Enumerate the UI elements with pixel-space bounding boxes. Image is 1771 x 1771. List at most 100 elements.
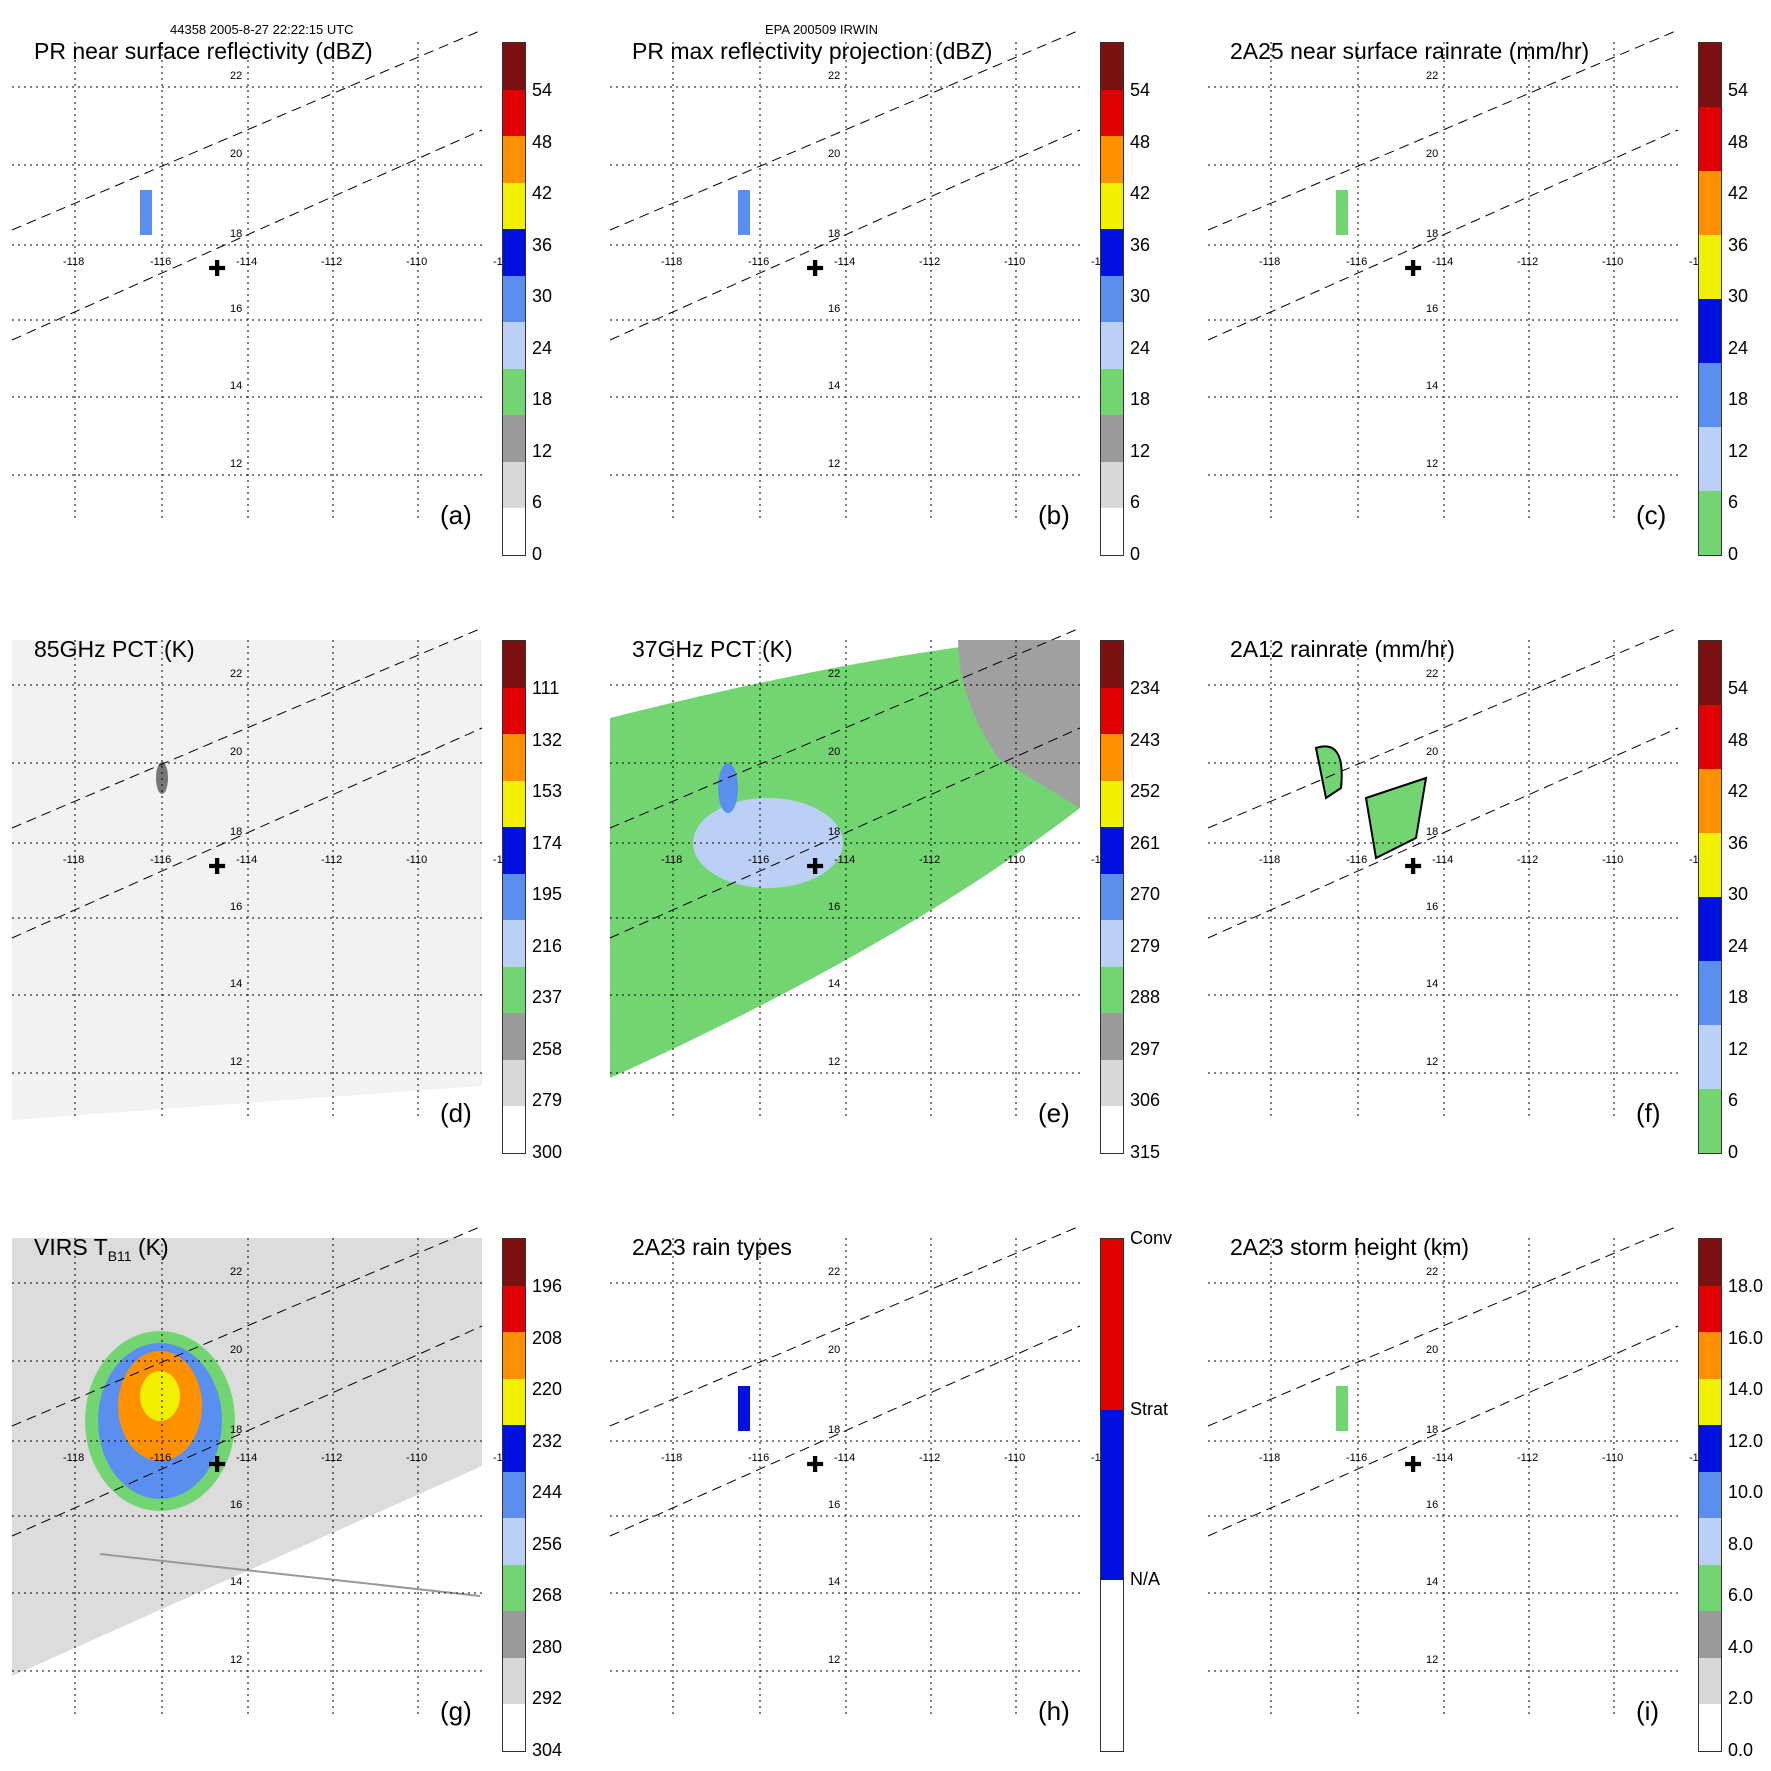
colorbar-tick-label: 244 [532, 1482, 563, 1503]
lat-label: 18 [1426, 826, 1438, 838]
colorbar [1698, 42, 1722, 556]
panel-c: -118-116-114-112-110-108222018161412✚2A2… [1196, 0, 1756, 564]
lat-label: 16 [230, 303, 242, 315]
rain-cell [140, 190, 152, 235]
lon-label: -118 [1259, 1452, 1280, 1464]
lon-label: -114 [1432, 256, 1453, 268]
colorbar-tick-label: 2.0 [1728, 1688, 1754, 1709]
lon-label: -116 [1346, 1452, 1367, 1464]
colorbar-tick-label: 36 [532, 234, 553, 255]
colorbar-tick-label: 0.0 [1728, 1740, 1754, 1760]
colorbar-tick-label: 174 [532, 832, 563, 853]
map-g: -118-116-114-112-110-108222018161412✚ [11, 1225, 515, 1718]
colorbar-tick-label: 315 [1130, 1142, 1161, 1162]
lon-label: -114 [236, 256, 257, 268]
lon-label: -116 [150, 854, 171, 866]
lon-label: -114 [834, 1452, 855, 1464]
panel-letter-label: (a) [440, 500, 472, 530]
lat-label: 16 [828, 303, 840, 315]
lat-label: 14 [828, 978, 840, 990]
panel-d: -118-116-114-112-110-108222018161412✚85G… [0, 598, 563, 1162]
lat-label: 14 [1426, 380, 1438, 392]
panel-g: -118-116-114-112-110-108222018161412✚VIR… [0, 1196, 563, 1760]
lat-label: 22 [230, 70, 242, 82]
lon-label: -116 [150, 256, 171, 268]
lon-label: -110 [1004, 1452, 1025, 1464]
colorbar-tick-label: 30 [1728, 286, 1749, 307]
colorbar-tick-label: 12 [1130, 440, 1151, 461]
lon-label: -112 [321, 854, 342, 866]
colorbar-tick-label: 12.0 [1728, 1430, 1764, 1451]
lon-label: -112 [321, 256, 342, 268]
lat-label: 18 [230, 1424, 242, 1436]
colorbar-tick-label: 54 [1728, 80, 1749, 100]
lat-label: 22 [1426, 1266, 1438, 1278]
colorbar-tick-label: 42 [1130, 183, 1151, 204]
lon-label: -110 [1602, 854, 1623, 866]
colorbar-tick-label: 6 [532, 492, 543, 513]
colorbar-tick-label: 234 [1130, 678, 1161, 698]
colorbar-tick-label: 195 [532, 884, 563, 905]
lon-label: -112 [321, 1452, 342, 1464]
colorbar-tick-label: 6.0 [1728, 1585, 1754, 1606]
lat-label: 16 [1426, 1499, 1438, 1511]
colorbar-tick-label: 24 [532, 337, 553, 358]
colorbar-tick-label: 54 [1130, 80, 1151, 100]
colorbar-tick-label: 279 [532, 1090, 563, 1111]
colorbar-tick-label: 232 [532, 1430, 563, 1451]
lat-label: 12 [828, 458, 840, 470]
lat-label: 20 [1426, 746, 1438, 758]
lon-label: -112 [919, 256, 940, 268]
panel-letter-label: (d) [440, 1098, 472, 1128]
colorbar-tick-label: 30 [1728, 884, 1749, 905]
storm-center-marker: ✚ [806, 855, 824, 880]
lon-label: -112 [1517, 1452, 1538, 1464]
colorbar-tick-label: 292 [532, 1688, 563, 1709]
lat-label: 22 [230, 1266, 242, 1278]
colorbar-tick-label: 48 [1728, 131, 1749, 152]
colorbar-tick-label: 8.0 [1728, 1533, 1754, 1554]
colorbar-tick-label: 42 [1728, 183, 1749, 204]
rain-cell [1336, 190, 1348, 235]
swath-green [610, 640, 1080, 1078]
colorbar-tick-label: 216 [532, 935, 563, 956]
colorbar-tick-label: Strat [1130, 1398, 1169, 1419]
colorbar [502, 640, 526, 1154]
lat-label: 20 [1426, 148, 1438, 160]
colorbar-tick-label: 30 [1130, 286, 1151, 307]
colorbar-tick-label: 36 [1728, 234, 1749, 255]
colorbar-tick-label: 18 [532, 389, 553, 410]
colorbar [1698, 640, 1722, 1154]
header-storm-name: EPA 200509 IRWIN [765, 22, 878, 37]
lon-label: -116 [150, 1452, 171, 1464]
lat-label: 20 [828, 746, 840, 758]
panel-b: -118-116-114-112-110-108222018161412✚PR … [598, 0, 1158, 564]
colorbar [1100, 42, 1124, 556]
lat-label: 22 [1426, 668, 1438, 680]
colorbar-tick-label: N/A [1130, 1569, 1161, 1590]
colorbar-tick-label: 18 [1130, 389, 1151, 410]
map-b: -118-116-114-112-110-108222018161412✚ [609, 29, 1113, 522]
colorbar-tick-label: 208 [532, 1327, 563, 1348]
storm-center-marker: ✚ [806, 1453, 824, 1478]
colorbar-tick-label: 258 [532, 1038, 563, 1059]
colorbar-tick-label: 14.0 [1728, 1379, 1764, 1400]
panel-h: -118-116-114-112-110-108222018161412✚2A2… [598, 1196, 1172, 1756]
colorbar-tick-label: 30 [532, 286, 553, 307]
colorbar-tick-label: 48 [532, 131, 553, 152]
colorbar-tick-label: 306 [1130, 1090, 1161, 1111]
lon-label: -110 [1602, 256, 1623, 268]
lat-label: 12 [1426, 1056, 1438, 1068]
colorbar [1100, 640, 1124, 1154]
lat-label: 16 [828, 1499, 840, 1511]
colorbar-tick-label: 268 [532, 1585, 563, 1606]
lat-label: 14 [230, 380, 242, 392]
panel-letter-label: (b) [1038, 500, 1070, 530]
lon-label: -112 [919, 1452, 940, 1464]
lat-label: 20 [230, 746, 242, 758]
panel-title: 2A25 near surface rainrate (mm/hr) [1230, 38, 1590, 64]
colorbar-tick-label: 24 [1728, 337, 1749, 358]
panel-letter-label: (g) [440, 1696, 472, 1726]
colorbar [502, 1238, 526, 1752]
lat-label: 14 [828, 1576, 840, 1588]
